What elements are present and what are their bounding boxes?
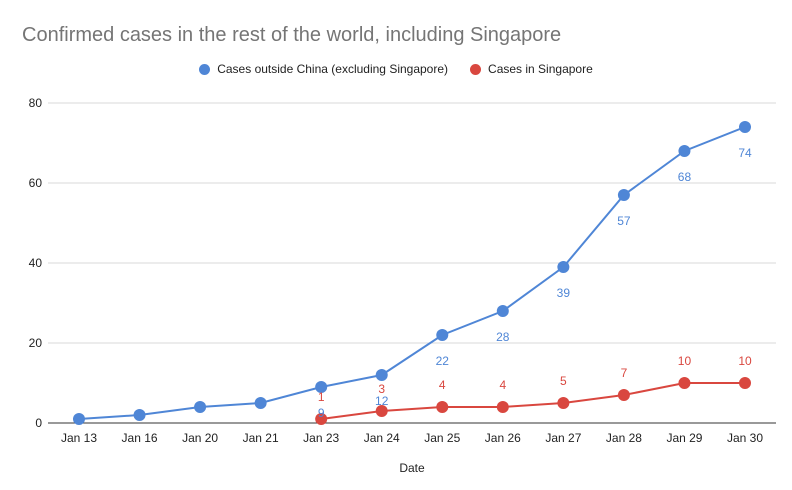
data-point[interactable] (617, 389, 630, 401)
series-lines (78, 126, 746, 420)
x-tick-label: Jan 29 (666, 431, 702, 445)
series-line-1 (321, 382, 745, 420)
data-label: 10 (678, 354, 692, 368)
legend-item-singapore[interactable]: Cases in Singapore (470, 62, 593, 76)
data-point[interactable] (678, 377, 691, 389)
data-point[interactable] (678, 145, 691, 157)
data-point[interactable] (73, 413, 85, 425)
data-point[interactable] (436, 329, 449, 341)
data-label: 22 (436, 354, 450, 368)
data-label: 39 (557, 286, 571, 300)
data-point[interactable] (557, 397, 570, 409)
y-tick-label: 20 (29, 336, 43, 350)
x-tick-label: Jan 30 (727, 431, 763, 445)
x-tick-label: Jan 16 (122, 431, 158, 445)
data-point[interactable] (375, 369, 388, 381)
data-label: 12 (375, 394, 389, 408)
data-label: 10 (738, 354, 752, 368)
x-tick-label: Jan 27 (545, 431, 581, 445)
data-point[interactable] (436, 401, 449, 413)
data-point[interactable] (133, 409, 146, 421)
legend-item-outside-china[interactable]: Cases outside China (excluding Singapore… (199, 62, 448, 76)
y-axis-ticks: 0 20 40 60 80 (29, 96, 43, 430)
data-point[interactable] (739, 121, 751, 133)
chart-legend: Cases outside China (excluding Singapore… (0, 62, 792, 76)
data-label: 5 (560, 374, 567, 388)
data-label: 4 (499, 378, 506, 392)
data-label: 74 (738, 146, 752, 160)
x-axis-ticks: Jan 13 Jan 16 Jan 20 Jan 21 Jan 23 Jan 24 Jan … (61, 431, 763, 445)
data-point[interactable] (617, 189, 630, 201)
data-point[interactable] (375, 405, 388, 417)
data-label: 1 (318, 390, 325, 404)
x-axis-title: Date (399, 461, 425, 475)
data-label: 57 (617, 214, 631, 228)
y-tick-label: 40 (29, 256, 43, 270)
series-line-0 (78, 126, 746, 420)
data-label: 3 (378, 382, 385, 396)
y-tick-label: 80 (29, 96, 43, 110)
legend-label-outside-china: Cases outside China (excluding Singapore… (217, 62, 449, 76)
data-point[interactable] (315, 413, 328, 425)
x-tick-label: Jan 24 (364, 431, 400, 445)
series-points (73, 121, 751, 425)
data-label: 4 (439, 378, 446, 392)
x-tick-label: Jan 23 (303, 431, 339, 445)
data-point[interactable] (496, 401, 509, 413)
data-point[interactable] (496, 305, 509, 317)
data-point[interactable] (254, 397, 267, 409)
chart-title: Confirmed cases in the rest of the world… (22, 24, 562, 46)
data-label: 9 (318, 406, 325, 420)
data-point[interactable] (557, 261, 570, 273)
x-tick-label: Jan 13 (61, 431, 97, 445)
data-point[interactable] (315, 381, 328, 393)
data-point[interactable] (739, 377, 751, 389)
legend-marker-singapore (470, 63, 482, 75)
x-tick-label: Jan 26 (485, 431, 521, 445)
x-tick-label: Jan 25 (424, 431, 460, 445)
data-point[interactable] (194, 401, 207, 413)
y-tick-label: 60 (29, 176, 43, 190)
y-tick-label: 0 (35, 416, 42, 430)
data-label: 7 (621, 366, 628, 380)
legend-label-singapore: Cases in Singapore (488, 62, 593, 76)
data-label: 68 (678, 170, 692, 184)
x-tick-label: Jan 21 (243, 431, 279, 445)
x-tick-label: Jan 20 (182, 431, 218, 445)
data-label: 28 (496, 330, 510, 344)
gridlines (48, 102, 776, 424)
x-tick-label: Jan 28 (606, 431, 642, 445)
legend-marker-outside-china (199, 63, 211, 75)
